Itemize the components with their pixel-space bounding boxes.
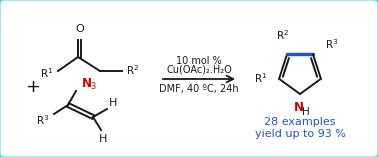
Text: yield up to 93 %: yield up to 93 % (254, 129, 345, 139)
Text: Cu(OAc)₂.H₂O: Cu(OAc)₂.H₂O (166, 65, 232, 75)
Text: +: + (25, 78, 40, 96)
Text: O: O (75, 24, 84, 34)
Text: 28 examples: 28 examples (264, 117, 336, 127)
Text: R$^1$: R$^1$ (254, 71, 267, 85)
Text: R$^1$: R$^1$ (40, 66, 54, 80)
Text: N: N (294, 101, 304, 114)
Text: R$^3$: R$^3$ (36, 113, 50, 127)
Text: DMF, 40 ºC, 24h: DMF, 40 ºC, 24h (159, 84, 239, 94)
Text: N$_3$: N$_3$ (81, 76, 98, 92)
Text: H: H (109, 98, 117, 108)
Text: H: H (302, 107, 310, 117)
Text: R$^2$: R$^2$ (126, 63, 139, 77)
Text: H: H (99, 134, 107, 144)
Text: R$^2$: R$^2$ (276, 28, 290, 42)
Text: 10 mol %: 10 mol % (176, 56, 222, 66)
Text: R$^3$: R$^3$ (325, 37, 338, 51)
